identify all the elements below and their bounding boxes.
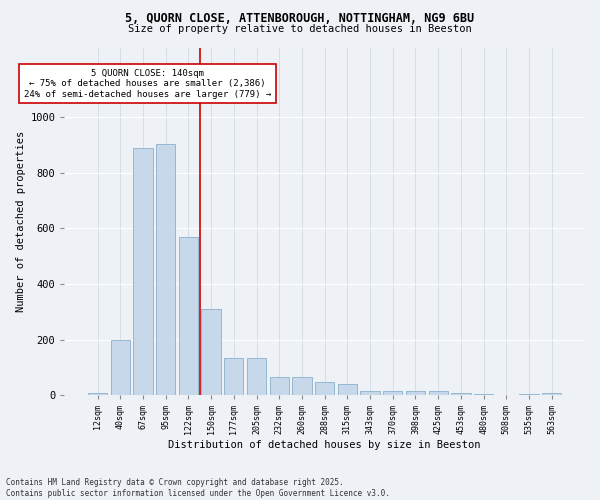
Bar: [88, 392, 107, 396]
Bar: [315, 382, 334, 396]
Text: Size of property relative to detached houses in Beeston: Size of property relative to detached ho…: [128, 24, 472, 34]
Bar: [497, 395, 516, 396]
Bar: [428, 391, 448, 396]
Bar: [179, 237, 198, 396]
Bar: [247, 358, 266, 396]
Bar: [110, 340, 130, 396]
Bar: [202, 309, 221, 396]
Bar: [474, 394, 493, 396]
Bar: [520, 394, 539, 396]
Bar: [338, 384, 357, 396]
Text: 5, QUORN CLOSE, ATTENBOROUGH, NOTTINGHAM, NG9 6BU: 5, QUORN CLOSE, ATTENBOROUGH, NOTTINGHAM…: [125, 12, 475, 26]
Bar: [133, 148, 152, 396]
Bar: [269, 378, 289, 396]
X-axis label: Distribution of detached houses by size in Beeston: Distribution of detached houses by size …: [169, 440, 481, 450]
Bar: [156, 144, 175, 396]
Text: Contains HM Land Registry data © Crown copyright and database right 2025.
Contai: Contains HM Land Registry data © Crown c…: [6, 478, 390, 498]
Bar: [451, 392, 470, 396]
Bar: [224, 358, 244, 396]
Text: 5 QUORN CLOSE: 140sqm
← 75% of detached houses are smaller (2,386)
24% of semi-d: 5 QUORN CLOSE: 140sqm ← 75% of detached …: [24, 69, 271, 98]
Bar: [292, 378, 311, 396]
Bar: [542, 392, 562, 396]
Bar: [406, 391, 425, 396]
Bar: [383, 391, 403, 396]
Bar: [361, 391, 380, 396]
Y-axis label: Number of detached properties: Number of detached properties: [16, 131, 26, 312]
